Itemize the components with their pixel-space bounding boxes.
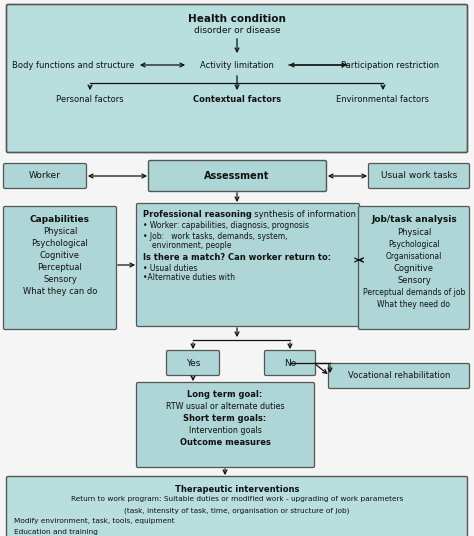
FancyBboxPatch shape <box>328 363 470 389</box>
Text: Education and training: Education and training <box>14 529 98 535</box>
Text: Return to work program: Suitable duties or modified work - upgrading of work par: Return to work program: Suitable duties … <box>71 496 403 502</box>
Text: Body functions and structure: Body functions and structure <box>12 61 134 70</box>
Text: Participation restriction: Participation restriction <box>341 61 439 70</box>
Text: Physical: Physical <box>397 228 431 237</box>
FancyBboxPatch shape <box>166 351 219 376</box>
Text: No: No <box>284 359 296 368</box>
Text: environment, people: environment, people <box>152 241 231 250</box>
FancyBboxPatch shape <box>358 206 470 330</box>
Text: Cognitive: Cognitive <box>40 251 80 260</box>
Text: Psychological: Psychological <box>388 240 440 249</box>
Text: Professional reasoning: Professional reasoning <box>143 210 252 219</box>
Text: What they need do: What they need do <box>377 300 450 309</box>
Text: RTW usual or alternate duties: RTW usual or alternate duties <box>166 402 284 411</box>
Text: Cognitive: Cognitive <box>394 264 434 273</box>
Text: • Usual duties: • Usual duties <box>143 264 197 273</box>
Text: Outcome measures: Outcome measures <box>180 438 271 447</box>
Text: Perceptual: Perceptual <box>37 263 82 272</box>
FancyBboxPatch shape <box>3 206 117 330</box>
Text: Capabilities: Capabilities <box>30 215 90 224</box>
Text: •Alternative duties with: •Alternative duties with <box>143 273 235 282</box>
Text: Contextual factors: Contextual factors <box>193 95 281 104</box>
Text: Long term goal:: Long term goal: <box>187 390 263 399</box>
Text: disorder or disease: disorder or disease <box>194 26 280 35</box>
Text: Organisational: Organisational <box>386 252 442 261</box>
Text: Perceptual demands of job: Perceptual demands of job <box>363 288 465 297</box>
Text: - synthesis of information: - synthesis of information <box>246 210 356 219</box>
Text: Health condition: Health condition <box>188 14 286 24</box>
Text: Short term goals:: Short term goals: <box>183 414 266 423</box>
Text: Environmental factors: Environmental factors <box>337 95 429 104</box>
Text: • Job:   work tasks, demands, system,: • Job: work tasks, demands, system, <box>143 232 288 241</box>
Text: What they can do: What they can do <box>23 287 97 296</box>
Text: Psychological: Psychological <box>32 239 89 248</box>
FancyBboxPatch shape <box>264 351 316 376</box>
Text: (task, intensity of task, time, organisation or structure of job): (task, intensity of task, time, organisa… <box>124 507 350 513</box>
Text: • Worker: capabilities, diagnosis, prognosis: • Worker: capabilities, diagnosis, progn… <box>143 221 309 230</box>
FancyBboxPatch shape <box>137 204 359 326</box>
Text: Modify environment, task, tools, equipment: Modify environment, task, tools, equipme… <box>14 518 174 524</box>
Text: Activity limitation: Activity limitation <box>200 61 274 70</box>
Text: Job/task analysis: Job/task analysis <box>371 215 457 224</box>
Text: Therapeutic interventions: Therapeutic interventions <box>175 485 299 494</box>
Text: Vocational rehabilitation: Vocational rehabilitation <box>348 371 450 381</box>
FancyBboxPatch shape <box>148 160 327 191</box>
Text: Sensory: Sensory <box>43 275 77 284</box>
Text: Yes: Yes <box>186 359 200 368</box>
Text: Is there a match? Can worker return to:: Is there a match? Can worker return to: <box>143 253 331 262</box>
Text: Assessment: Assessment <box>204 171 270 181</box>
Text: Usual work tasks: Usual work tasks <box>381 172 457 181</box>
FancyBboxPatch shape <box>7 477 467 536</box>
Text: Worker: Worker <box>29 172 61 181</box>
FancyBboxPatch shape <box>3 163 86 189</box>
Text: Physical: Physical <box>43 227 77 236</box>
FancyBboxPatch shape <box>137 383 315 467</box>
Text: Personal factors: Personal factors <box>56 95 124 104</box>
FancyBboxPatch shape <box>368 163 470 189</box>
Text: Sensory: Sensory <box>397 276 431 285</box>
FancyBboxPatch shape <box>7 4 467 153</box>
Text: Intervention goals: Intervention goals <box>189 426 262 435</box>
